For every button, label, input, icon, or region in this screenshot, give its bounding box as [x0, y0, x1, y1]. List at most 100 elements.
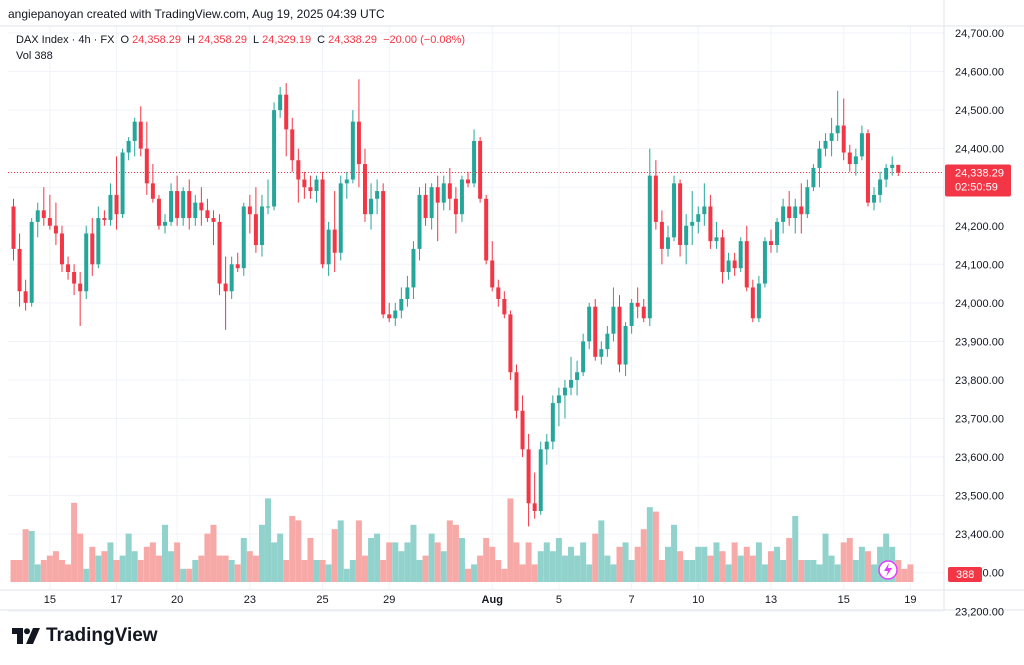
candle	[320, 179, 325, 265]
candle	[641, 306, 646, 319]
candle	[429, 187, 434, 219]
candle	[750, 287, 755, 319]
y-tick-label: 24,500.00	[955, 105, 1004, 117]
candle	[605, 333, 610, 350]
volume-bar	[16, 560, 23, 582]
candle	[575, 372, 580, 380]
candle	[672, 183, 677, 238]
candle	[435, 187, 440, 203]
volume-bar	[501, 568, 508, 582]
candle	[369, 198, 374, 215]
candle	[769, 241, 773, 246]
volume-bar	[871, 564, 878, 582]
candle	[708, 206, 713, 242]
x-tick-label: 29	[383, 594, 395, 606]
candle	[144, 148, 149, 184]
volume-bar	[258, 524, 265, 582]
volume-bar	[368, 538, 375, 582]
candle	[59, 233, 64, 265]
candle	[108, 194, 113, 220]
tradingview-logo[interactable]: TradingView	[12, 625, 158, 647]
volume-bar	[428, 533, 435, 582]
volume-bar	[325, 564, 332, 582]
volume-bar	[307, 538, 314, 582]
candle	[690, 221, 695, 226]
candle	[11, 206, 16, 249]
candle	[284, 94, 289, 130]
candle	[538, 449, 543, 512]
volume-bar	[543, 542, 550, 582]
candle	[199, 202, 204, 211]
volume-bar	[774, 546, 781, 582]
candle	[411, 248, 416, 288]
volume-legend: Vol 388	[16, 50, 53, 62]
candle	[478, 140, 483, 199]
volume-bar	[313, 560, 320, 582]
volume-bar	[537, 551, 544, 582]
volume-bar	[192, 560, 199, 582]
volume-bar	[852, 560, 859, 582]
candle	[665, 237, 670, 249]
volume-bar	[895, 560, 902, 582]
lightning-icon	[884, 563, 892, 577]
x-tick-label: 20	[171, 594, 183, 606]
volume-bar	[822, 533, 829, 582]
volume-bar	[580, 542, 587, 582]
candle	[569, 379, 574, 388]
volume-bar	[598, 520, 605, 582]
candle	[326, 229, 331, 265]
volume-bar	[349, 560, 356, 582]
volume-bar	[374, 533, 381, 582]
candle	[132, 121, 137, 141]
volume-bar	[664, 546, 671, 582]
volume-bar	[689, 560, 696, 582]
candle	[356, 121, 361, 165]
volume-bar	[107, 542, 114, 582]
candle	[417, 194, 422, 249]
x-tick-label: 13	[765, 594, 777, 606]
candle	[696, 214, 701, 222]
candle	[314, 179, 319, 192]
y-tick-label: 24,700.00	[955, 28, 1004, 40]
volume-bar	[204, 533, 211, 582]
candle	[247, 206, 252, 215]
candle	[702, 206, 707, 215]
legend-close-value: 24,338.29	[328, 34, 378, 46]
volume-bar	[646, 507, 653, 582]
candle	[47, 218, 52, 226]
candle	[823, 140, 828, 149]
candle	[556, 395, 561, 404]
x-tick-label: 10	[692, 594, 704, 606]
candle	[187, 191, 192, 219]
candle	[66, 264, 71, 273]
volume-bar	[658, 560, 665, 582]
candle	[878, 179, 883, 195]
candle	[496, 287, 501, 299]
x-tick-label: Aug	[482, 594, 503, 606]
volume-bar	[34, 564, 41, 582]
candle	[126, 140, 131, 153]
candle	[787, 206, 792, 219]
volume-bar	[277, 533, 284, 582]
price-tag-value: 24,338.29	[955, 167, 1004, 179]
volume-bar	[198, 555, 205, 582]
x-tick-label: 15	[838, 594, 850, 606]
candle	[617, 306, 622, 365]
candle	[520, 410, 525, 450]
y-tick-label: 24,400.00	[955, 144, 1004, 156]
volume-bar	[380, 560, 387, 582]
candle	[805, 187, 810, 215]
volume-bar	[683, 560, 690, 582]
y-tick-label: 24,200.00	[955, 221, 1004, 233]
legend-open-value: 24,358.29	[132, 34, 181, 46]
candle	[114, 194, 119, 215]
volume-bar	[234, 564, 241, 582]
volume-bar	[404, 542, 411, 582]
candle	[223, 283, 228, 292]
volume-bar	[265, 498, 272, 582]
y-tick-label: 23,200.00	[955, 606, 1004, 618]
candle	[84, 233, 89, 292]
volume-bar	[707, 555, 714, 582]
volume-tag	[948, 567, 982, 582]
